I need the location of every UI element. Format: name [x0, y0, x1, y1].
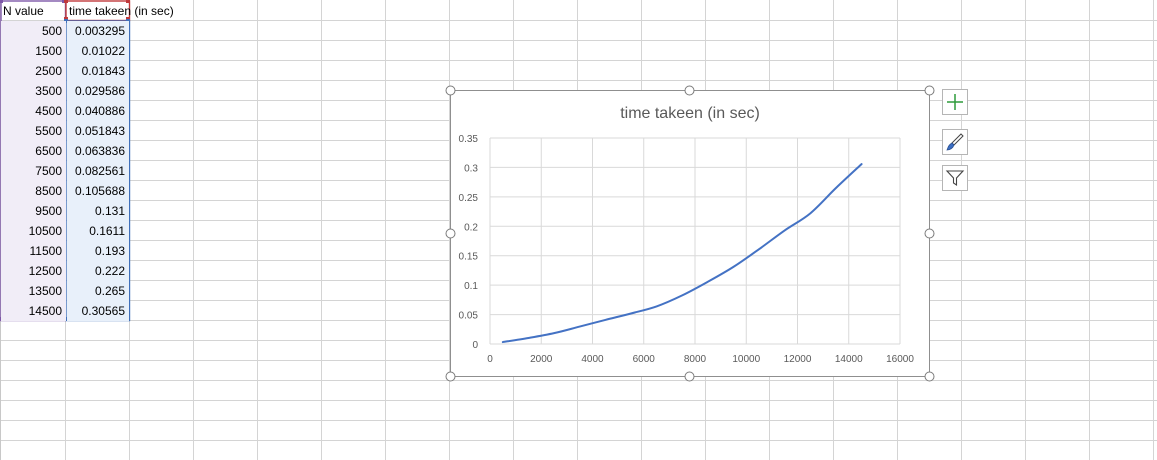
chart-styles-button[interactable]	[942, 129, 968, 155]
x-tick-label: 8000	[684, 354, 707, 365]
cell-time-taken[interactable]: 0.131	[67, 201, 129, 221]
cell-time-taken[interactable]: 0.051843	[67, 121, 129, 141]
cell-n-value[interactable]: 3500	[1, 81, 66, 101]
chart-area-border	[450, 90, 930, 377]
selection-handle	[64, 317, 68, 321]
header-time-taken[interactable]: time takeen (in sec)	[69, 4, 174, 18]
cell-n-value[interactable]: 7500	[1, 161, 66, 181]
x-tick-label: 0	[487, 354, 493, 365]
filter-icon	[945, 170, 965, 187]
y-tick-label: 0.35	[459, 134, 479, 145]
x-tick-label: 4000	[581, 354, 604, 365]
cell-n-value[interactable]: 11500	[1, 241, 66, 261]
chart-resize-handle[interactable]	[684, 371, 695, 382]
cell-n-value[interactable]: 10500	[1, 221, 66, 241]
cell-time-taken[interactable]: 0.082561	[67, 161, 129, 181]
y-tick-label: 0.05	[459, 311, 479, 322]
cell-time-taken[interactable]: 0.040886	[67, 101, 129, 121]
cell-n-value[interactable]: 13500	[1, 281, 66, 301]
cell-time-taken[interactable]: 0.193	[67, 241, 129, 261]
cell-n-value[interactable]: 12500	[1, 261, 66, 281]
cell-time-taken[interactable]: 0.029586	[67, 81, 129, 101]
chart-resize-handle[interactable]	[445, 228, 456, 239]
y-tick-label: 0.1	[464, 281, 478, 292]
cell-time-taken[interactable]: 0.30565	[67, 301, 129, 321]
selection-handle	[64, 0, 68, 3]
x-tick-label: 14000	[835, 354, 863, 365]
chart-canvas: 0 0.05 0.1 0.15 0.2 0.25 0.3 0.35 0 2000 4000 6000 8…	[445, 85, 935, 382]
cell-n-value[interactable]: 4500	[1, 101, 66, 121]
chart-resize-handle[interactable]	[445, 371, 456, 382]
chart-resize-handle[interactable]	[924, 371, 935, 382]
cell-n-value[interactable]: 8500	[1, 181, 66, 201]
selection-handle	[64, 19, 68, 23]
y-tick-label: 0.3	[464, 163, 478, 174]
cell-time-taken[interactable]: 0.01843	[67, 61, 129, 81]
cell-time-taken[interactable]: 0.003295	[67, 21, 129, 41]
cell-time-taken[interactable]: 0.01022	[67, 41, 129, 61]
cell-time-taken[interactable]: 0.105688	[67, 181, 129, 201]
header-n-value[interactable]: N value	[3, 4, 44, 18]
y-tick-label: 0.15	[459, 252, 479, 263]
chart-title: time takeen (in sec)	[620, 105, 760, 122]
chart-resize-handle[interactable]	[684, 85, 695, 96]
cell-n-value[interactable]: 1500	[1, 41, 66, 61]
selection-handle	[0, 0, 3, 3]
chart-resize-handle[interactable]	[924, 228, 935, 239]
chart-filters-button[interactable]	[942, 165, 968, 191]
y-tick-label: 0.2	[464, 222, 478, 233]
cell-time-taken[interactable]: 0.222	[67, 261, 129, 281]
cell-n-value[interactable]: 5500	[1, 121, 66, 141]
selection-handle	[126, 0, 130, 3]
cell-n-value[interactable]: 14500	[1, 301, 66, 321]
cell-time-taken[interactable]: 0.265	[67, 281, 129, 301]
cell-n-value[interactable]: 9500	[1, 201, 66, 221]
plus-icon	[947, 94, 963, 110]
x-tick-label: 6000	[633, 354, 656, 365]
cell-n-value[interactable]: 500	[1, 21, 66, 41]
x-tick-label: 2000	[530, 354, 553, 365]
chart-resize-handle[interactable]	[445, 85, 456, 96]
x-tick-label: 12000	[784, 354, 812, 365]
line-chart[interactable]: 0 0.05 0.1 0.15 0.2 0.25 0.3 0.35 0 2000 4000 6000 8…	[445, 85, 935, 382]
chart-elements-button[interactable]	[942, 89, 968, 115]
x-tick-label: 16000	[886, 354, 914, 365]
cell-n-value[interactable]: 2500	[1, 61, 66, 81]
cell-time-taken[interactable]: 0.063836	[67, 141, 129, 161]
y-tick-label: 0.25	[459, 193, 479, 204]
y-tick-label: 0	[472, 340, 478, 351]
x-tick-label: 10000	[732, 354, 760, 365]
cell-time-taken[interactable]: 0.1611	[67, 221, 129, 241]
cell-n-value[interactable]: 6500	[1, 141, 66, 161]
chart-resize-handle[interactable]	[924, 85, 935, 96]
paintbrush-icon	[946, 133, 964, 151]
